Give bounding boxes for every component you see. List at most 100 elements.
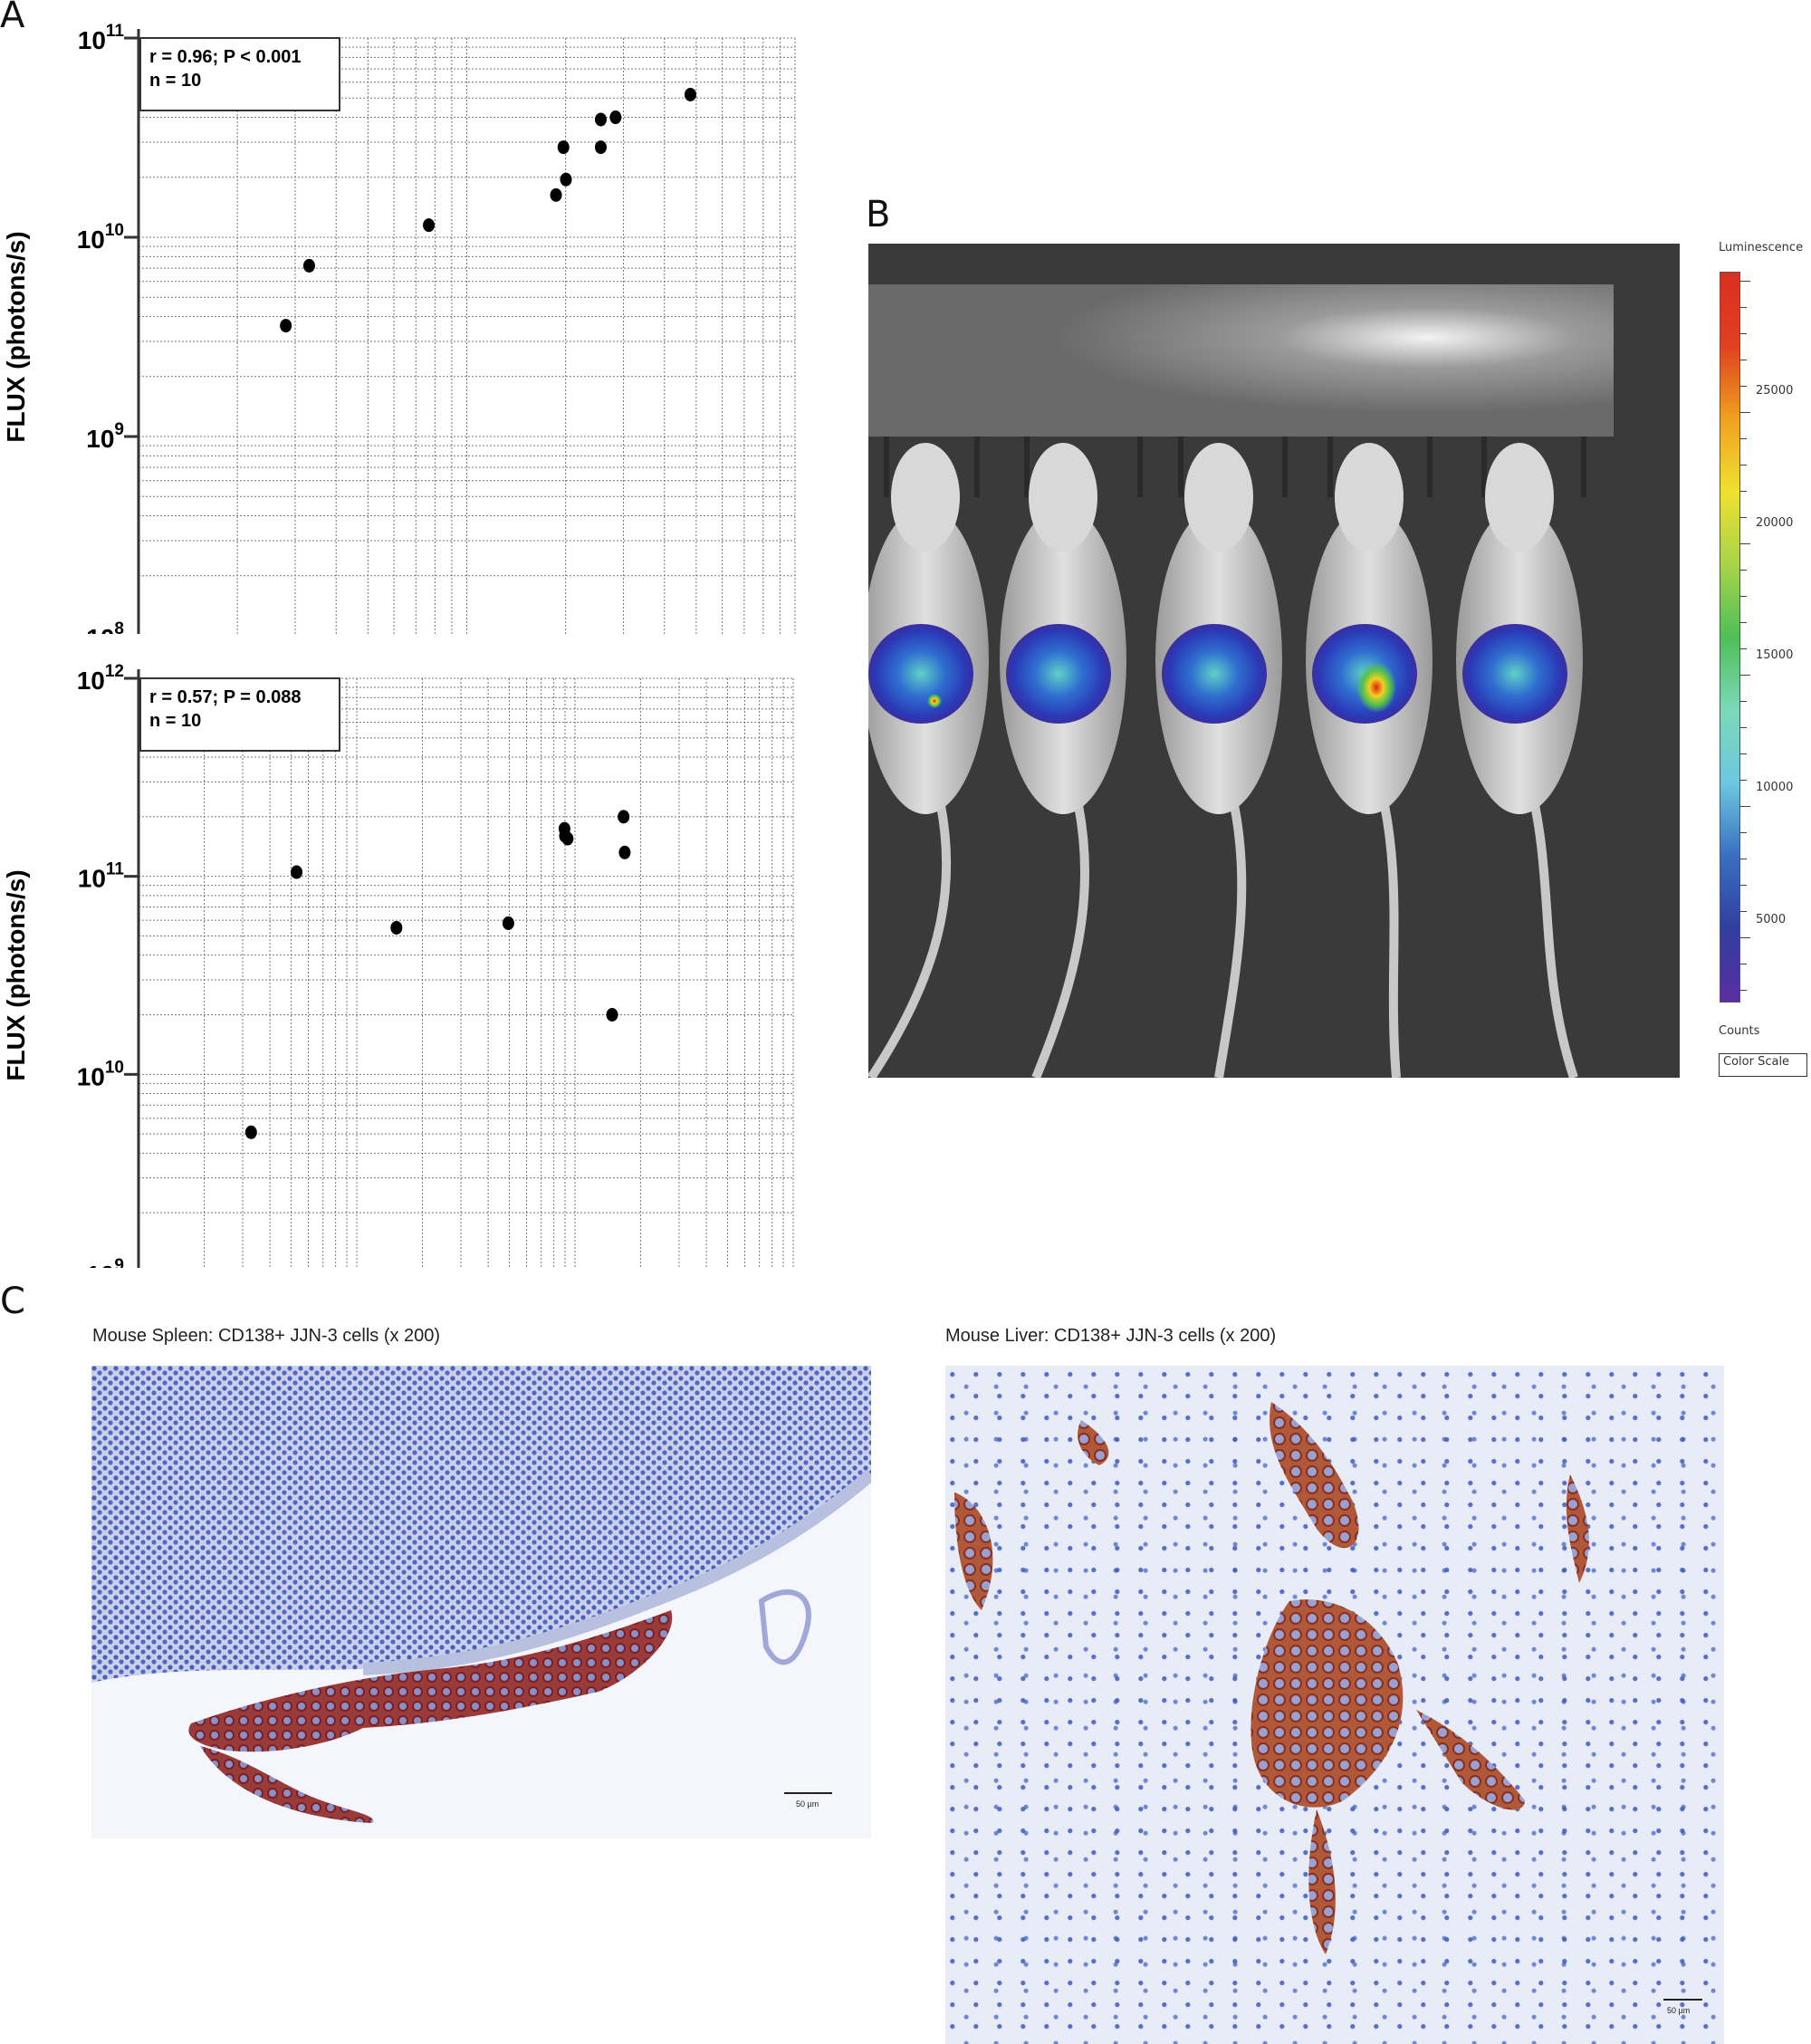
colorbar-tick xyxy=(1739,648,1747,649)
data-point xyxy=(502,916,514,930)
luminescence-signal xyxy=(868,624,973,724)
colorbar-tick xyxy=(1739,543,1750,544)
colorbar-tick xyxy=(1739,937,1750,938)
data-point xyxy=(550,187,562,202)
y-tick-label: 1011 xyxy=(78,22,125,54)
colorbar-tick xyxy=(1739,990,1747,991)
data-point xyxy=(609,110,622,125)
data-point xyxy=(684,87,696,101)
data-point xyxy=(618,810,630,824)
colorbar-tick xyxy=(1739,281,1750,282)
y-tick-label: 1010 xyxy=(77,1058,124,1090)
colorbar-tick-label: 10000 xyxy=(1756,781,1794,794)
stats-box xyxy=(139,37,340,111)
colorbar-tick xyxy=(1739,806,1750,807)
y-axis-label: FLUX (photons/s) xyxy=(2,869,30,1080)
data-point xyxy=(560,172,572,187)
colorbar-tick xyxy=(1739,832,1747,833)
y-tick-label: 1010 xyxy=(77,221,124,254)
mouse xyxy=(868,443,989,1078)
colorbar-tick xyxy=(1739,333,1747,334)
color-scale-box: Color Scale xyxy=(1719,1053,1807,1077)
mouse-tail xyxy=(868,776,952,1078)
mouse-head xyxy=(1184,443,1253,552)
colorbar-tick-label: 5000 xyxy=(1756,913,1787,926)
liver-scale-bar-label: 50 µm xyxy=(1667,2006,1690,2015)
data-point xyxy=(423,218,436,233)
colorbar-tick xyxy=(1739,386,1747,387)
data-point xyxy=(594,112,607,127)
stats-text: n = 10 xyxy=(149,71,201,91)
stats-text: r = 0.57; P = 0.088 xyxy=(149,687,302,707)
y-tick-label: 1011 xyxy=(78,860,125,893)
spleen-histology-image: 50 µm xyxy=(91,1366,871,1838)
colorbar-tick xyxy=(1739,491,1747,492)
holder-bar xyxy=(868,284,1614,437)
colorbar-tick xyxy=(1739,885,1747,886)
spleen-caption: Mouse Spleen: CD138+ JJN-3 cells (x 200) xyxy=(92,1326,441,1346)
data-point xyxy=(291,865,303,879)
luminescence-signal xyxy=(1462,624,1567,724)
bioluminescence-image xyxy=(868,244,1680,1078)
mouse-head xyxy=(1029,443,1097,552)
data-point xyxy=(244,1125,257,1139)
mouse-tail xyxy=(1374,776,1401,1078)
data-point xyxy=(594,140,607,155)
y-tick-label: 109 xyxy=(86,420,124,453)
colorbar-tick xyxy=(1739,675,1750,676)
mouse xyxy=(1456,443,1583,1078)
data-point xyxy=(561,831,574,846)
colorbar xyxy=(1720,272,1740,1003)
colorbar-tick xyxy=(1739,412,1750,413)
data-point xyxy=(280,319,292,333)
y-tick-label: 109 xyxy=(86,1256,124,1268)
scatter-chart-day12: 109101010111012102103104105κ Light chain… xyxy=(2,662,794,1268)
scatter-chart-day5: 10810910101011102103104κ Light chains (n… xyxy=(2,22,796,634)
stats-text: r = 0.96; P < 0.001 xyxy=(149,47,302,67)
colorbar-tick xyxy=(1739,701,1747,702)
y-tick-label: 108 xyxy=(86,619,124,634)
mouse xyxy=(1155,443,1282,1078)
luminescence-signal xyxy=(1006,624,1111,724)
luminescence-hotspot xyxy=(927,694,942,708)
panel-label-c: C xyxy=(0,1281,25,1322)
data-point xyxy=(557,140,570,155)
spleen-scale-bar-label: 50 µm xyxy=(796,1799,819,1809)
colorbar-title: Luminescence xyxy=(1719,241,1804,254)
luminescence-hotspot xyxy=(1356,662,1396,713)
colorbar-tick xyxy=(1739,911,1747,912)
colorbar-tick xyxy=(1739,753,1747,754)
colorbar-tick xyxy=(1739,596,1747,597)
colorbar-tick xyxy=(1739,570,1747,571)
mouse-tail xyxy=(1524,776,1578,1078)
mouse-tail xyxy=(1031,776,1090,1078)
stats-box xyxy=(139,677,340,752)
data-point xyxy=(390,920,403,935)
colorbar-tick xyxy=(1739,438,1747,439)
colorbar-tick xyxy=(1739,517,1747,518)
mouse-tail xyxy=(1214,776,1247,1078)
colorbar-tick xyxy=(1739,307,1747,308)
colorbar-tick-label: 15000 xyxy=(1756,648,1794,662)
colorbar-tick xyxy=(1739,780,1747,781)
liver-cd138-cells xyxy=(954,1402,1589,1954)
panel-label-b: B xyxy=(866,194,891,235)
mouse xyxy=(1306,443,1433,1078)
data-point xyxy=(606,1008,618,1022)
y-tick-label: 1012 xyxy=(77,662,124,695)
colorbar-tick-label: 20000 xyxy=(1756,516,1794,530)
spleen-cd138-cells xyxy=(188,1610,673,1752)
mouse-head xyxy=(1485,443,1554,552)
y-axis-label: FLUX (photons/s) xyxy=(2,231,30,442)
colorbar-units: Counts xyxy=(1719,1024,1760,1038)
mouse-head xyxy=(891,443,960,552)
colorbar-tick xyxy=(1739,622,1747,623)
panel-label-a: A xyxy=(0,0,25,36)
mouse-head xyxy=(1335,443,1404,552)
mouse xyxy=(1000,443,1126,1078)
stats-text: n = 10 xyxy=(149,711,201,731)
spleen-lymphoid-tissue xyxy=(91,1366,871,1683)
data-point xyxy=(618,845,631,859)
luminescence-signal xyxy=(1162,624,1267,724)
colorbar-tick-label: 25000 xyxy=(1756,384,1794,398)
